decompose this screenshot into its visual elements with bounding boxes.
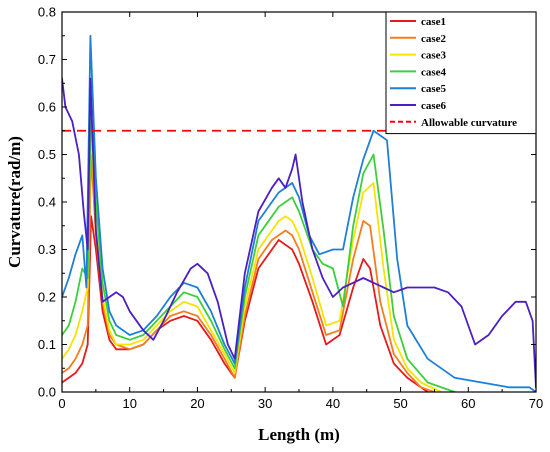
x-tick-label: 60 [461,396,475,411]
x-tick-label: 20 [190,396,204,411]
legend-label: case6 [421,100,447,112]
x-axis-title: Length (m) [258,425,340,444]
y-tick-label: 0.1 [38,337,56,352]
legend-label: case3 [421,50,447,62]
series-layer [62,34,536,392]
x-tick-label: 0 [58,396,65,411]
y-tick-label: 0.2 [38,290,56,305]
legend-box [385,11,537,135]
y-tick-label: 0.6 [38,100,56,115]
x-tick-label: 40 [326,396,340,411]
legend-label: case4 [421,66,447,78]
series-line-case5 [62,34,536,392]
x-tick-label: 30 [258,396,272,411]
y-axis-title: Curvature(rad/m) [5,136,24,268]
x-tick-label: 50 [393,396,407,411]
y-tick-label: 0.0 [38,385,56,400]
legend: case1 case2 case3 case4 case5 case6 Allowable … [385,11,537,135]
series-line-case4 [62,106,456,392]
tick-layer: 0 10 20 30 40 50 60 70 0.0 0.1 0.2 0.3 0.4 0.5 0.6 0.7 0… [38,5,543,412]
y-tick-label: 0.3 [38,242,56,257]
legend-label: case1 [421,16,446,28]
x-tick-label: 70 [529,396,543,411]
legend-label: Allowable curvature [421,117,517,129]
x-tick-label: 10 [122,396,136,411]
y-tick-label: 0.4 [38,195,56,210]
y-tick-label: 0.5 [38,147,56,162]
legend-label: case2 [421,33,447,45]
y-tick-label: 0.7 [38,52,56,67]
series-line-case6 [62,77,536,389]
y-tick-label: 0.8 [38,5,56,20]
legend-label: case5 [421,83,447,95]
